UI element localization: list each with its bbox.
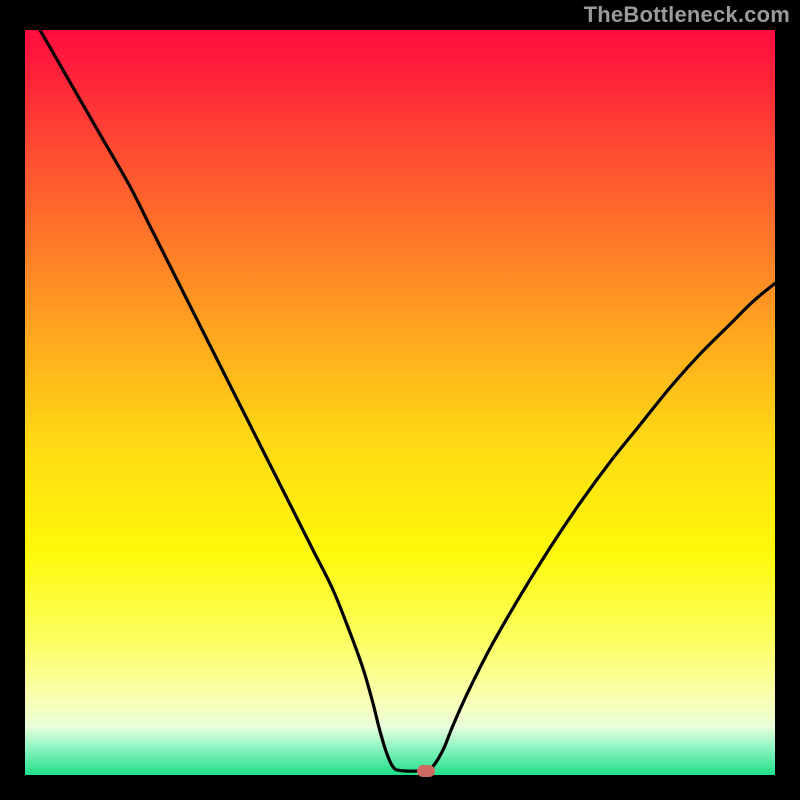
plot-area — [25, 30, 775, 775]
chart-background — [25, 30, 775, 775]
watermark-label: TheBottleneck.com — [584, 2, 790, 28]
minimum-marker — [417, 765, 435, 777]
chart-frame: TheBottleneck.com — [0, 0, 800, 800]
bottleneck-curve-chart — [25, 30, 775, 775]
